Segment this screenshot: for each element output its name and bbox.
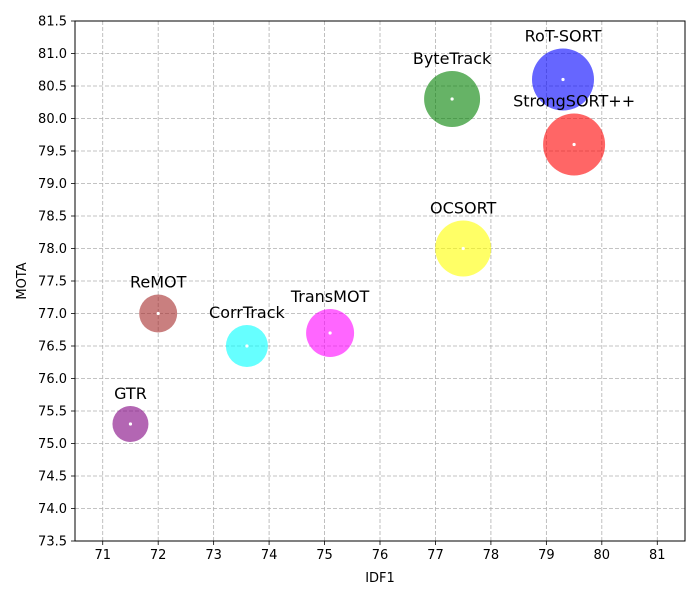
bubble-center-dot: [328, 331, 332, 335]
y-tick-label: 81.0: [38, 47, 67, 62]
y-tick-label: 76.0: [38, 372, 67, 387]
y-tick-label: 77.0: [38, 307, 67, 322]
y-tick-label: 73.5: [38, 535, 67, 550]
bubble-center-dot: [572, 142, 576, 147]
bubble-center-dot: [128, 422, 133, 426]
bubble-center-dot: [561, 77, 565, 82]
bubble-label: StrongSORT++: [513, 92, 635, 111]
bubble-label: RoT-SORT: [525, 27, 602, 46]
y-tick-label: 76.5: [38, 340, 67, 355]
y-axis-ticks: 73.5 74.0 74.5 75.0 75.5 76.0 76.5 77.0 77.5 78.0…: [38, 15, 75, 550]
x-tick-label: 76: [372, 548, 389, 563]
x-axis-ticks: 71 72 73 74 75 76 77 78 79 80 81: [94, 541, 666, 563]
x-tick-label: 79: [538, 548, 555, 563]
y-axis-label: MOTA: [15, 262, 30, 299]
x-tick-label: 78: [483, 548, 500, 563]
y-tick-label: 81.5: [38, 15, 67, 30]
y-tick-label: 75.5: [38, 405, 67, 420]
x-tick-label: 73: [205, 548, 222, 563]
y-tick-label: 80.0: [38, 112, 67, 127]
y-tick-label: 74.0: [38, 502, 67, 517]
bubble-label: ReMOT: [130, 273, 187, 292]
x-axis-label: IDF1: [365, 571, 395, 586]
y-tick-label: 77.5: [38, 275, 67, 290]
x-tick-label: 77: [427, 548, 444, 563]
y-tick-label: 74.5: [38, 470, 67, 485]
bubble-label: TransMOT: [290, 287, 370, 306]
y-tick-label: 79.0: [38, 177, 67, 192]
bubble-center-dot: [245, 344, 249, 348]
bubble-layer: [112, 48, 606, 442]
x-tick-label: 80: [594, 548, 611, 563]
x-tick-label: 71: [94, 548, 111, 563]
bubble-label: CorrTrack: [209, 303, 285, 322]
bubble-label: OCSORT: [430, 199, 496, 218]
x-tick-label: 81: [649, 548, 666, 563]
bubble-label: ByteTrack: [413, 49, 492, 68]
bubble-center-dot: [461, 246, 465, 251]
y-tick-label: 79.5: [38, 145, 67, 160]
x-tick-label: 72: [150, 548, 167, 563]
x-tick-label: 74: [261, 548, 278, 563]
x-tick-label: 75: [316, 548, 333, 563]
y-tick-label: 80.5: [38, 80, 67, 95]
y-tick-label: 78.5: [38, 210, 67, 225]
bubble-label: GTR: [114, 384, 147, 403]
bubble-center-dot: [450, 97, 454, 101]
bubble-center-dot: [156, 311, 160, 316]
bubble-label-layer: GTR ReMOT CorrTrack TransMOT OCSORT ByteTrack…: [114, 27, 635, 404]
y-tick-label: 75.0: [38, 437, 67, 452]
y-tick-label: 78.0: [38, 242, 67, 257]
